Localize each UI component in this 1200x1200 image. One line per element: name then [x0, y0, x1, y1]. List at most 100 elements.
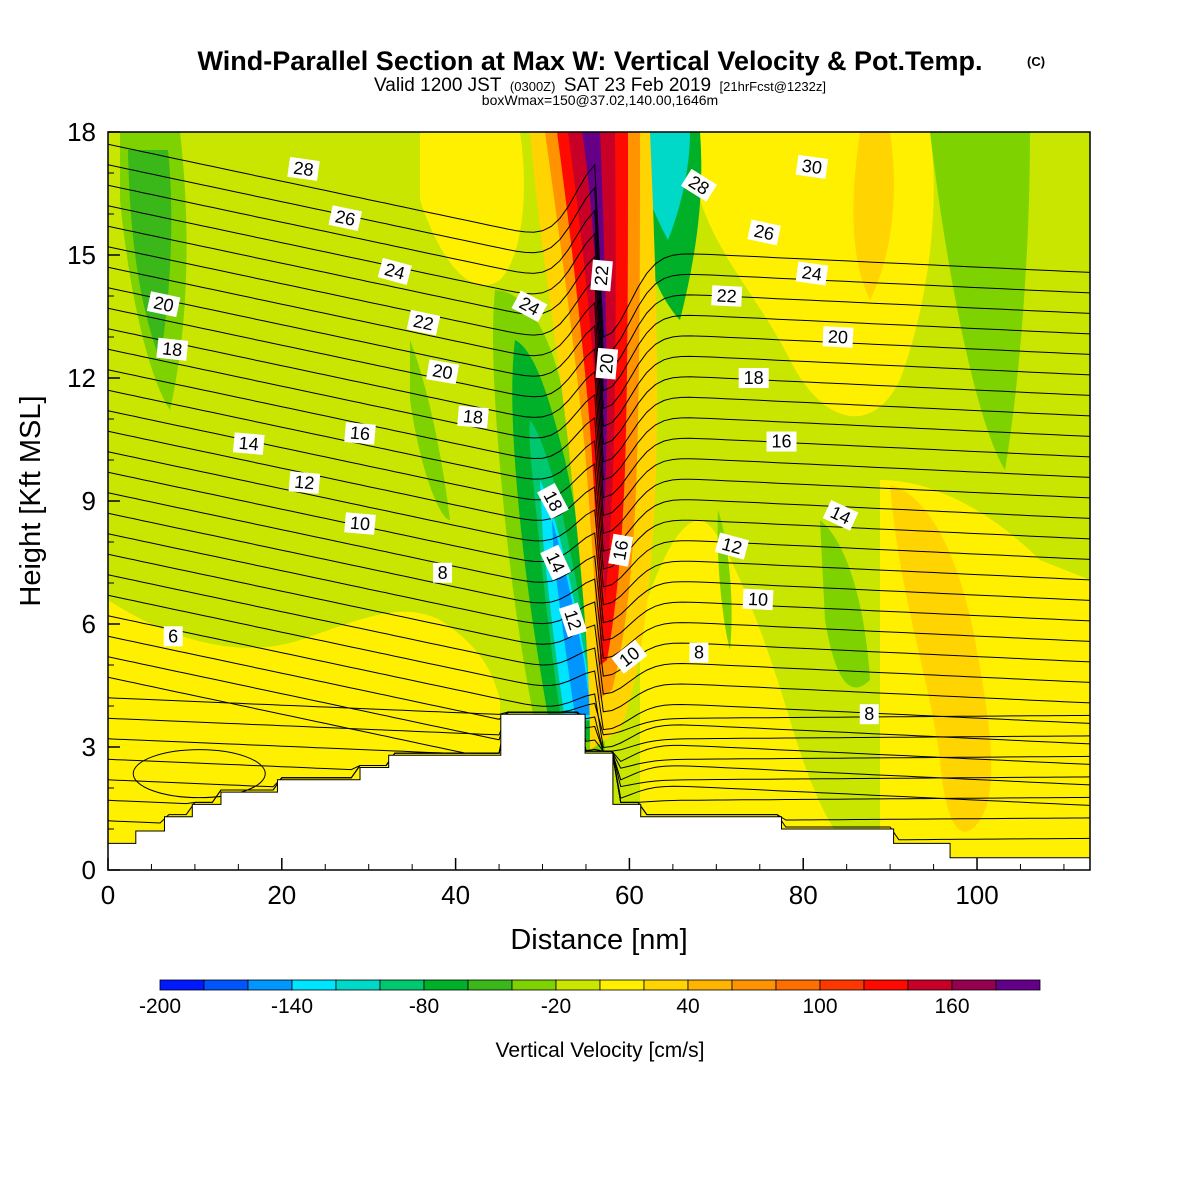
isoline-label: 12 [288, 471, 321, 494]
svg-text:8: 8 [694, 643, 704, 663]
svg-text:26: 26 [333, 206, 357, 230]
colorbar-swatch [511, 979, 557, 991]
isoline [108, 184, 1090, 374]
isoline-label: 26 [328, 205, 362, 232]
isoline [108, 492, 1090, 642]
colorbar-title: Vertical Velocity [cm/s] [496, 1039, 705, 1062]
field-green-right-b [820, 520, 870, 688]
isoline [108, 328, 1090, 499]
isoline-label: 6 [163, 626, 183, 647]
svg-text:20: 20 [431, 360, 454, 383]
colorbar-swatch [907, 979, 953, 991]
plot-area: 2826242220181614121086201824222018141216… [108, 132, 1090, 870]
isoline-label: 10 [742, 588, 774, 611]
isoline-label: 18 [156, 337, 189, 361]
svg-text:10: 10 [349, 513, 371, 535]
isoline [108, 389, 1090, 552]
terrain [108, 713, 1090, 870]
copyright-mark: (C) [1027, 54, 1045, 69]
isoline [108, 348, 1090, 517]
isoline-label: 20 [426, 359, 460, 385]
isoline-label: 30 [795, 154, 829, 179]
isoline [108, 574, 1090, 713]
isoline-labels: 2826242220181614121086201824222018141216… [146, 154, 879, 725]
x-axis: 0 20 40 60 80 100 [101, 858, 1065, 910]
isoline-label: 8 [433, 562, 453, 583]
colorbar-swatch [863, 979, 909, 991]
isoline-label: 8 [859, 704, 879, 725]
isoline [108, 533, 1090, 677]
isoline [108, 369, 1090, 534]
colorbar-swatch [819, 979, 865, 991]
svg-text:16: 16 [609, 539, 632, 562]
svg-text:24: 24 [801, 262, 824, 285]
field-orange-upper [853, 132, 894, 300]
chart-title: Wind-Parallel Section at Max W: Vertical… [198, 46, 983, 76]
colorbar-label: -80 [409, 995, 439, 1018]
svg-text:8: 8 [438, 563, 448, 583]
isoline [108, 656, 1090, 786]
chart-titles: Wind-Parallel Section at Max W: Vertical… [198, 46, 1046, 108]
svg-text:22: 22 [412, 311, 436, 335]
isoline-label: 10 [344, 512, 376, 535]
colorbar-swatch [775, 979, 821, 991]
y-tick-label: 0 [82, 855, 96, 885]
svg-text:28: 28 [292, 158, 315, 181]
isoline-label: 26 [747, 219, 781, 246]
isoline-label: 22 [590, 259, 613, 292]
svg-text:22: 22 [716, 285, 737, 306]
isoline-label: 24 [795, 261, 829, 286]
isoline [108, 553, 1090, 695]
colorbar-label: -140 [271, 995, 313, 1018]
y-tick-label: 9 [82, 486, 96, 516]
isoline-label: 16 [344, 422, 376, 445]
updraft-purple [582, 132, 607, 520]
colorbar-swatch [951, 979, 997, 991]
colorbar-label: 100 [802, 995, 837, 1018]
x-tick-label: 0 [101, 880, 115, 910]
isoline [108, 512, 1090, 659]
svg-text:18: 18 [744, 368, 764, 388]
isoline-label: 16 [766, 431, 797, 452]
isoline [108, 635, 1090, 765]
colorbar-swatch [995, 979, 1041, 991]
y-axis-label: Height [Kft MSL] [15, 395, 47, 606]
colorbar-swatch [467, 979, 513, 991]
field-green-right-a [930, 132, 1030, 470]
x-tick-label: 60 [615, 880, 644, 910]
isoline-label: 20 [146, 291, 181, 318]
isoline-label: 20 [595, 347, 619, 380]
isoline [108, 205, 1090, 392]
isoline-loop [132, 749, 266, 799]
colorbar-swatch [335, 979, 381, 991]
isoline-label: 12 [558, 602, 588, 638]
isoline-label: 22 [711, 285, 743, 307]
svg-text:26: 26 [752, 221, 776, 245]
isoline [108, 451, 1090, 606]
colorbar-swatch [687, 979, 733, 991]
x-axis-label: Distance [nm] [510, 924, 687, 956]
isoline [108, 430, 1090, 588]
colorbar-label: -200 [139, 995, 181, 1018]
x-tick-label: 40 [441, 880, 470, 910]
isoline-label: 20 [822, 326, 854, 348]
isoline [108, 410, 1090, 570]
colorbar: -200 -140 -80 -20 40 100 160 [139, 979, 1041, 1018]
isoline [108, 594, 1090, 731]
svg-text:12: 12 [294, 472, 316, 494]
colorbar-swatch [159, 979, 205, 991]
field-green-band-c [410, 340, 450, 520]
isoline [108, 225, 1090, 410]
colorbar-swatch [599, 979, 645, 991]
x-tick-label: 80 [789, 880, 818, 910]
y-tick-label: 6 [82, 609, 96, 639]
colorbar-swatch [247, 979, 293, 991]
isoline [108, 711, 1090, 752]
isoline-label: 28 [287, 156, 320, 181]
svg-text:20: 20 [596, 353, 618, 375]
isoline-label: 16 [608, 533, 634, 567]
y-tick-label: 3 [82, 732, 96, 762]
svg-text:18: 18 [462, 406, 484, 428]
svg-text:8: 8 [864, 704, 874, 724]
